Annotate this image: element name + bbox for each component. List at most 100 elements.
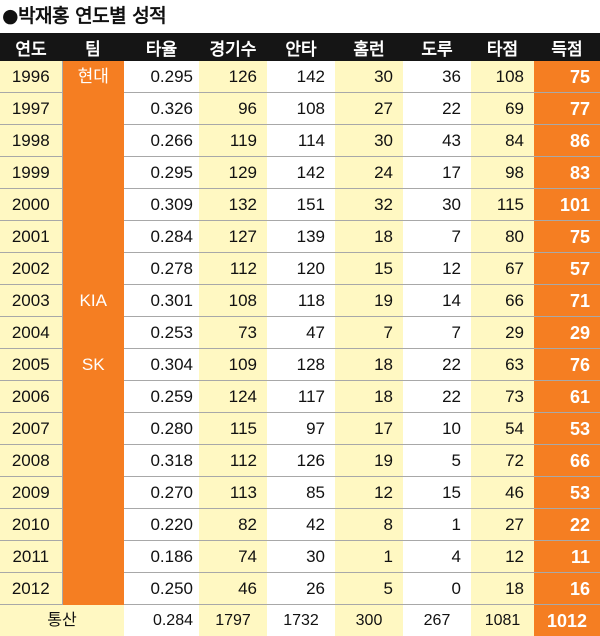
header-year: 연도 xyxy=(0,33,62,61)
cell-games: 115 xyxy=(199,413,267,445)
cell-stolen-bases: 30 xyxy=(403,189,471,221)
cell-stolen-bases: 15 xyxy=(403,477,471,509)
cell-games: 109 xyxy=(199,349,267,381)
cell-year: 2010 xyxy=(0,509,62,541)
cell-avg: 0.266 xyxy=(124,125,199,157)
cell-avg: 0.301 xyxy=(124,285,199,317)
cell-stolen-bases: 10 xyxy=(403,413,471,445)
cell-avg: 0.186 xyxy=(124,541,199,573)
cell-avg: 0.278 xyxy=(124,253,199,285)
cell-avg: 0.280 xyxy=(124,413,199,445)
cell-team: KIA xyxy=(62,285,124,349)
cell-year: 1998 xyxy=(0,125,62,157)
cell-stolen-bases: 36 xyxy=(403,61,471,93)
cell-hits: 108 xyxy=(267,93,335,125)
cell-year: 2011 xyxy=(0,541,62,573)
cell-runs: 11 xyxy=(534,541,600,573)
cell-rbi: 98 xyxy=(471,157,534,189)
cell-hits: 151 xyxy=(267,189,335,221)
cell-stolen-bases: 22 xyxy=(403,93,471,125)
total-row: 통산 0.284 1797 1732 300 267 1081 1012 xyxy=(0,605,600,636)
cell-year: 2005 xyxy=(0,349,62,381)
cell-hits: 47 xyxy=(267,317,335,349)
cell-runs: 83 xyxy=(534,157,600,189)
cell-avg: 0.253 xyxy=(124,317,199,349)
cell-stolen-bases: 7 xyxy=(403,221,471,253)
cell-runs: 61 xyxy=(534,381,600,413)
cell-home-runs: 7 xyxy=(335,317,403,349)
cell-rbi: 115 xyxy=(471,189,534,221)
cell-stolen-bases: 17 xyxy=(403,157,471,189)
header-hits: 안타 xyxy=(267,33,335,61)
cell-year: 1999 xyxy=(0,157,62,189)
cell-home-runs: 18 xyxy=(335,221,403,253)
total-rbi: 1081 xyxy=(471,605,534,636)
cell-runs: 101 xyxy=(534,189,600,221)
cell-hits: 42 xyxy=(267,509,335,541)
header-avg: 타율 xyxy=(124,33,199,61)
cell-home-runs: 30 xyxy=(335,61,403,93)
cell-runs: 86 xyxy=(534,125,600,157)
cell-games: 124 xyxy=(199,381,267,413)
cell-home-runs: 8 xyxy=(335,509,403,541)
cell-games: 96 xyxy=(199,93,267,125)
header-rbi: 타점 xyxy=(471,33,534,61)
cell-hits: 120 xyxy=(267,253,335,285)
cell-home-runs: 27 xyxy=(335,93,403,125)
cell-avg: 0.295 xyxy=(124,61,199,93)
cell-year: 2002 xyxy=(0,253,62,285)
cell-rbi: 72 xyxy=(471,445,534,477)
cell-year: 2007 xyxy=(0,413,62,445)
cell-stolen-bases: 22 xyxy=(403,349,471,381)
cell-rbi: 12 xyxy=(471,541,534,573)
cell-avg: 0.309 xyxy=(124,189,199,221)
cell-home-runs: 19 xyxy=(335,445,403,477)
cell-avg: 0.220 xyxy=(124,509,199,541)
cell-hits: 128 xyxy=(267,349,335,381)
cell-year: 2009 xyxy=(0,477,62,509)
cell-year: 1997 xyxy=(0,93,62,125)
cell-hits: 139 xyxy=(267,221,335,253)
cell-hits: 97 xyxy=(267,413,335,445)
header-games: 경기수 xyxy=(199,33,267,61)
cell-rbi: 69 xyxy=(471,93,534,125)
cell-hits: 142 xyxy=(267,61,335,93)
cell-rbi: 27 xyxy=(471,509,534,541)
cell-stolen-bases: 22 xyxy=(403,381,471,413)
total-games: 1797 xyxy=(199,605,267,636)
cell-stolen-bases: 4 xyxy=(403,541,471,573)
cell-hits: 142 xyxy=(267,157,335,189)
cell-runs: 53 xyxy=(534,413,600,445)
cell-avg: 0.318 xyxy=(124,445,199,477)
cell-hits: 30 xyxy=(267,541,335,573)
cell-hits: 118 xyxy=(267,285,335,317)
cell-year: 2006 xyxy=(0,381,62,413)
cell-home-runs: 15 xyxy=(335,253,403,285)
cell-games: 126 xyxy=(199,61,267,93)
cell-avg: 0.270 xyxy=(124,477,199,509)
cell-team: SK xyxy=(62,349,124,605)
cell-runs: 75 xyxy=(534,221,600,253)
cell-games: 112 xyxy=(199,445,267,477)
cell-rbi: 54 xyxy=(471,413,534,445)
cell-avg: 0.259 xyxy=(124,381,199,413)
cell-year: 2003 xyxy=(0,285,62,317)
cell-rbi: 46 xyxy=(471,477,534,509)
cell-runs: 76 xyxy=(534,349,600,381)
cell-runs: 77 xyxy=(534,93,600,125)
cell-stolen-bases: 43 xyxy=(403,125,471,157)
cell-home-runs: 1 xyxy=(335,541,403,573)
cell-year: 1996 xyxy=(0,61,62,93)
cell-home-runs: 32 xyxy=(335,189,403,221)
cell-avg: 0.304 xyxy=(124,349,199,381)
total-avg: 0.284 xyxy=(124,605,199,636)
header-home-runs: 홈런 xyxy=(335,33,403,61)
cell-home-runs: 12 xyxy=(335,477,403,509)
header-row: 연도 팀 타율 경기수 안타 홈런 도루 타점 득점 xyxy=(0,33,600,61)
cell-home-runs: 18 xyxy=(335,349,403,381)
cell-rbi: 63 xyxy=(471,349,534,381)
cell-hits: 85 xyxy=(267,477,335,509)
cell-rbi: 67 xyxy=(471,253,534,285)
